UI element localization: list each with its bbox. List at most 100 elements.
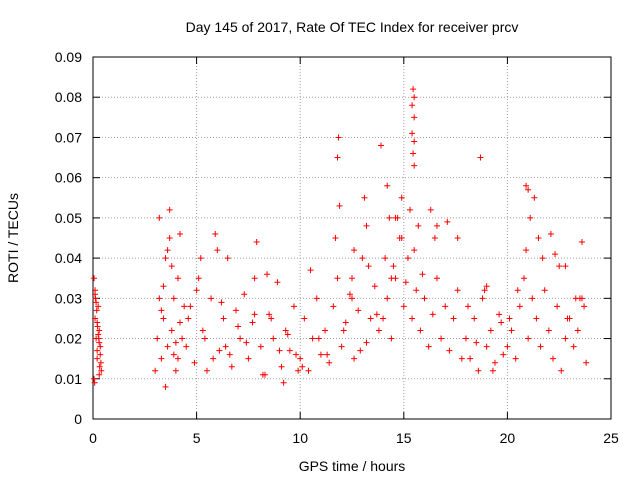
data-point — [315, 335, 322, 342]
data-point — [172, 367, 179, 374]
data-point — [384, 295, 391, 302]
data-point — [317, 351, 324, 358]
data-point — [274, 279, 281, 286]
data-point — [562, 335, 569, 342]
x-tick-label: 25 — [603, 430, 619, 446]
data-point — [166, 206, 173, 213]
y-tick-label: 0 — [74, 411, 82, 427]
data-point — [351, 355, 358, 362]
data-point — [417, 327, 424, 334]
data-point — [346, 291, 353, 298]
data-point — [268, 315, 275, 322]
data-point — [479, 295, 486, 302]
data-point — [208, 295, 215, 302]
x-tick-label: 0 — [89, 430, 97, 446]
data-point — [309, 335, 316, 342]
data-point — [313, 295, 320, 302]
data-point — [162, 383, 169, 390]
data-point — [473, 339, 480, 346]
data-point — [477, 154, 484, 161]
data-point — [195, 275, 202, 282]
x-tick-label: 10 — [292, 430, 308, 446]
plot-frame — [92, 56, 612, 420]
data-point — [411, 138, 418, 145]
data-point — [193, 287, 200, 294]
data-point — [94, 323, 101, 330]
data-point — [259, 371, 266, 378]
data-point — [232, 307, 239, 314]
data-point — [483, 343, 490, 350]
data-point — [433, 222, 440, 229]
data-point — [168, 263, 175, 270]
data-point — [95, 303, 102, 310]
data-point — [270, 335, 277, 342]
data-point — [293, 351, 300, 358]
data-point — [203, 367, 210, 374]
data-point — [297, 355, 304, 362]
data-point — [404, 255, 411, 262]
data-point — [340, 327, 347, 334]
data-point — [520, 275, 527, 282]
data-point — [471, 315, 478, 322]
data-point — [390, 263, 397, 270]
data-point — [338, 343, 345, 350]
data-point — [438, 335, 445, 342]
data-point — [201, 335, 208, 342]
data-point — [541, 287, 548, 294]
data-point — [212, 230, 219, 237]
data-point — [251, 275, 258, 282]
x-tick-label: 20 — [500, 430, 516, 446]
data-point — [512, 355, 519, 362]
data-point — [251, 311, 258, 318]
data-point — [156, 214, 163, 221]
data-point — [95, 331, 102, 338]
data-point — [357, 347, 364, 354]
y-tick-label: 0.03 — [55, 290, 82, 306]
data-point — [375, 327, 382, 334]
data-point — [96, 327, 103, 334]
data-point — [359, 255, 366, 262]
data-point — [170, 295, 177, 302]
data-point — [433, 275, 440, 282]
data-point — [305, 367, 312, 374]
data-point — [191, 359, 198, 366]
data-point — [363, 339, 370, 346]
data-point — [444, 218, 451, 225]
data-point — [454, 235, 461, 241]
data-point — [421, 295, 428, 302]
data-point — [355, 307, 362, 314]
data-point — [398, 194, 405, 201]
data-point — [429, 311, 436, 318]
data-point — [152, 367, 159, 374]
data-point — [179, 335, 186, 342]
y-tick-label: 0.08 — [55, 89, 82, 105]
data-point — [278, 363, 285, 370]
data-point — [295, 367, 302, 374]
data-point — [545, 327, 552, 334]
data-point — [361, 194, 368, 201]
data-point — [531, 194, 538, 201]
data-point — [160, 283, 167, 290]
data-point — [467, 355, 474, 362]
data-point — [97, 359, 104, 366]
data-point — [411, 162, 418, 169]
data-point — [158, 307, 165, 314]
y-axis-label: ROTI / TECUs — [5, 193, 21, 283]
data-point — [411, 247, 418, 254]
data-point — [349, 295, 355, 302]
data-point — [487, 327, 494, 334]
data-point — [535, 235, 542, 241]
data-point — [578, 239, 585, 246]
data-point — [187, 303, 194, 310]
data-point — [583, 359, 590, 366]
data-point — [342, 319, 349, 326]
data-point — [326, 359, 333, 366]
data-point — [425, 343, 432, 350]
data-point — [411, 94, 418, 101]
data-point — [410, 86, 417, 93]
data-point — [407, 206, 414, 213]
data-point — [92, 291, 99, 298]
data-point — [216, 347, 223, 354]
